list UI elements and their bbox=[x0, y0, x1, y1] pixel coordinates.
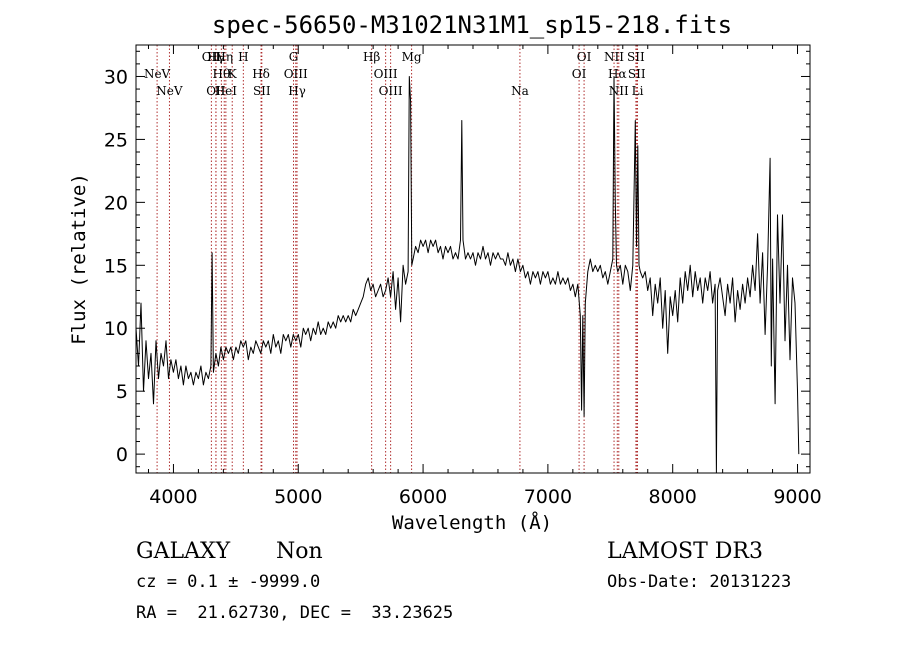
flux-line-0 bbox=[135, 76, 800, 474]
line-label-11: SII bbox=[253, 84, 271, 98]
line-label-8: K bbox=[228, 67, 238, 81]
x-tick-label-0: 4000 bbox=[149, 486, 197, 508]
y-tick-label-6: 30 bbox=[104, 66, 128, 88]
line-label-24: NII bbox=[609, 84, 629, 98]
x-axis-label: Wavelength (Å) bbox=[392, 511, 552, 534]
line-label-10: Hδ bbox=[252, 67, 270, 81]
line-label-6: Hη bbox=[215, 50, 233, 64]
line-label-23: Hα bbox=[608, 67, 627, 81]
line-label-0: NeV bbox=[144, 67, 171, 81]
line-label-19: Na bbox=[511, 84, 529, 98]
line-label-9: H bbox=[238, 50, 248, 64]
y-tick-label-3: 15 bbox=[104, 255, 128, 277]
chart-title: spec-56650-M31021N31M1_sp15-218.fits bbox=[212, 11, 732, 39]
object-class: GALAXY bbox=[136, 539, 231, 564]
x-tick-label-2: 6000 bbox=[399, 486, 447, 508]
flux-series bbox=[135, 76, 800, 474]
line-label-21: OI bbox=[577, 50, 592, 64]
x-tick-label-5: 9000 bbox=[773, 486, 821, 508]
redshift-readout: cz = 0.1 ± -9999.0 bbox=[136, 572, 321, 592]
survey-release: LAMOST DR3 bbox=[607, 539, 763, 564]
y-tick-label-4: 20 bbox=[104, 192, 128, 214]
line-label-18: Mg bbox=[402, 50, 422, 64]
y-axis-label: Flux (relative) bbox=[68, 173, 90, 345]
line-label-14: Hγ bbox=[288, 84, 306, 98]
x-tick-label-1: 5000 bbox=[274, 486, 322, 508]
line-label-3: OII bbox=[206, 84, 226, 98]
line-label-7: HeI bbox=[215, 84, 238, 98]
line-label-2: OII bbox=[202, 50, 222, 64]
line-label-1: NeV bbox=[156, 84, 183, 98]
line-label-13: OIII bbox=[284, 67, 308, 81]
x-tick-label-3: 7000 bbox=[524, 486, 572, 508]
observation-date: Obs-Date: 20131223 bbox=[607, 572, 792, 592]
x-tick-label-4: 8000 bbox=[649, 486, 697, 508]
line-label-22: NII bbox=[604, 50, 624, 64]
y-tick-label-1: 5 bbox=[116, 381, 128, 403]
y-tick-label-5: 25 bbox=[104, 129, 128, 151]
line-label-17: OIII bbox=[379, 84, 403, 98]
line-label-12: G bbox=[289, 50, 299, 64]
object-subclass: Non bbox=[276, 539, 323, 564]
y-tick-label-0: 0 bbox=[116, 444, 128, 466]
line-label-26: SII bbox=[628, 67, 646, 81]
plot-frame bbox=[135, 44, 811, 474]
spectral-line-labels: NeVNeVOIIOIIHγHθHηHeIKHHδSIIGOIIIHγHβOII… bbox=[144, 50, 646, 98]
spectral-line-markers bbox=[156, 45, 639, 473]
coordinates-readout: RA = 21.62730, DEC = 33.23625 bbox=[136, 603, 454, 623]
y-tick-label-2: 10 bbox=[104, 318, 128, 340]
line-label-5: Hθ bbox=[213, 67, 231, 81]
line-label-4: Hγ bbox=[207, 50, 225, 64]
line-label-27: Li bbox=[632, 84, 644, 98]
axis-ticks: 4000 5000 6000 7000 8000 9000 0 5 10 15 20 25 30 bbox=[104, 45, 822, 508]
line-label-25: SII bbox=[627, 50, 645, 64]
line-label-15: Hβ bbox=[363, 50, 380, 64]
line-label-16: OIII bbox=[374, 67, 398, 81]
line-label-20: OI bbox=[572, 67, 587, 81]
